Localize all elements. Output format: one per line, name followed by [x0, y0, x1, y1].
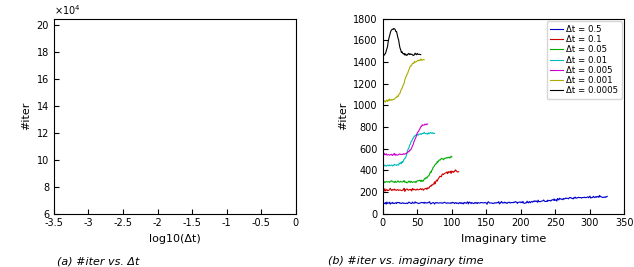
Δt = 0.0005 — [404, 53, 411, 57]
Δt = 0.005 — [391, 152, 398, 155]
Δt = 0.5 — [604, 195, 611, 198]
Δt = 0.1 — [455, 170, 462, 173]
Δt = 0.005 — [424, 123, 431, 126]
Δt = 0.1 — [453, 170, 461, 174]
Δt = 0.0005 — [417, 53, 425, 56]
Δt = 0.05 — [396, 180, 404, 184]
Δt = 0.01 — [398, 162, 405, 165]
Δt = 0.005 — [399, 152, 407, 155]
Text: (a) #iter vs. Δt: (a) #iter vs. Δt — [57, 256, 139, 266]
Δt = 0.01 — [422, 132, 429, 135]
Line: Δt = 0.1: Δt = 0.1 — [383, 170, 458, 191]
Δt = 0.01 — [384, 164, 392, 167]
Δt = 0.005 — [382, 152, 390, 155]
Δt = 0.001 — [415, 59, 423, 62]
Line: Δt = 0.05: Δt = 0.05 — [383, 156, 452, 183]
Δt = 0.01 — [379, 164, 387, 167]
Δt = 0.1 — [424, 186, 431, 190]
Δt = 0.05 — [403, 181, 411, 184]
Δt = 0.001 — [394, 95, 402, 99]
Δt = 0.1 — [415, 188, 422, 191]
Δt = 0.005 — [394, 154, 401, 157]
Δt = 0.1 — [401, 190, 409, 193]
Δt = 0.01 — [413, 133, 420, 136]
Δt = 0.01 — [414, 134, 422, 137]
Legend: Δt = 0.5, Δt = 0.1, Δt = 0.05, Δt = 0.01, Δt = 0.005, Δt = 0.001, Δt = 0.0005: Δt = 0.5, Δt = 0.1, Δt = 0.05, Δt = 0.01… — [547, 21, 622, 99]
Δt = 0.0005 — [380, 54, 387, 58]
Δt = 0.0005 — [379, 54, 387, 57]
Δt = 0.05 — [421, 177, 429, 180]
Δt = 0.0005 — [394, 36, 402, 40]
Δt = 0.005 — [399, 153, 406, 156]
Δt = 0.01 — [406, 143, 414, 146]
Line: Δt = 0.0005: Δt = 0.0005 — [383, 28, 421, 56]
Text: $\times10^4$: $\times10^4$ — [54, 3, 81, 17]
Δt = 0.05 — [379, 179, 387, 182]
X-axis label: Imaginary time: Imaginary time — [461, 234, 547, 244]
Δt = 0.01 — [382, 165, 390, 168]
X-axis label: log10(Δt): log10(Δt) — [149, 234, 200, 244]
Δt = 0.1 — [396, 188, 404, 191]
Δt = 0.001 — [417, 57, 425, 61]
Δt = 0.0005 — [390, 27, 398, 30]
Δt = 0.005 — [415, 130, 422, 133]
Δt = 0.005 — [423, 122, 430, 125]
Δt = 0.5 — [394, 201, 402, 204]
Δt = 0.001 — [382, 101, 389, 104]
Δt = 0.001 — [379, 100, 387, 103]
Δt = 0.01 — [420, 131, 428, 134]
Δt = 0.5 — [523, 199, 531, 203]
Δt = 0.001 — [404, 70, 412, 73]
Δt = 0.05 — [448, 155, 455, 158]
Δt = 0.0005 — [402, 52, 410, 56]
Δt = 0.5 — [483, 203, 491, 206]
Δt = 0.5 — [489, 202, 497, 205]
Δt = 0.05 — [384, 180, 391, 184]
Δt = 0.5 — [416, 202, 424, 205]
Δt = 0.1 — [398, 189, 406, 192]
Δt = 0.005 — [379, 153, 387, 156]
Δt = 0.0005 — [380, 54, 388, 57]
Δt = 0.5 — [596, 194, 604, 197]
Δt = 0.001 — [389, 98, 397, 101]
Y-axis label: #iter: #iter — [21, 102, 31, 130]
Δt = 0.05 — [431, 163, 439, 166]
Δt = 0.5 — [545, 199, 552, 202]
Line: Δt = 0.001: Δt = 0.001 — [383, 59, 424, 102]
Δt = 0.05 — [448, 155, 456, 159]
Δt = 0.1 — [408, 189, 415, 193]
Line: Δt = 0.01: Δt = 0.01 — [383, 132, 434, 166]
Δt = 0.05 — [411, 180, 419, 183]
Δt = 0.0005 — [405, 52, 413, 55]
Δt = 0.001 — [420, 58, 428, 61]
Δt = 0.1 — [451, 168, 459, 171]
Δt = 0.5 — [548, 199, 555, 202]
Text: (b) #iter vs. imaginary time: (b) #iter vs. imaginary time — [328, 256, 484, 266]
Y-axis label: #iter: #iter — [338, 102, 347, 130]
Δt = 0.001 — [402, 76, 410, 80]
Δt = 0.05 — [428, 168, 436, 172]
Δt = 0.001 — [388, 98, 396, 101]
Δt = 0.5 — [379, 201, 387, 204]
Δt = 0.1 — [379, 189, 387, 192]
Δt = 0.0005 — [410, 54, 417, 57]
Line: Δt = 0.5: Δt = 0.5 — [383, 195, 607, 204]
Line: Δt = 0.005: Δt = 0.005 — [383, 124, 427, 155]
Δt = 0.005 — [389, 154, 396, 157]
Δt = 0.01 — [430, 132, 438, 135]
